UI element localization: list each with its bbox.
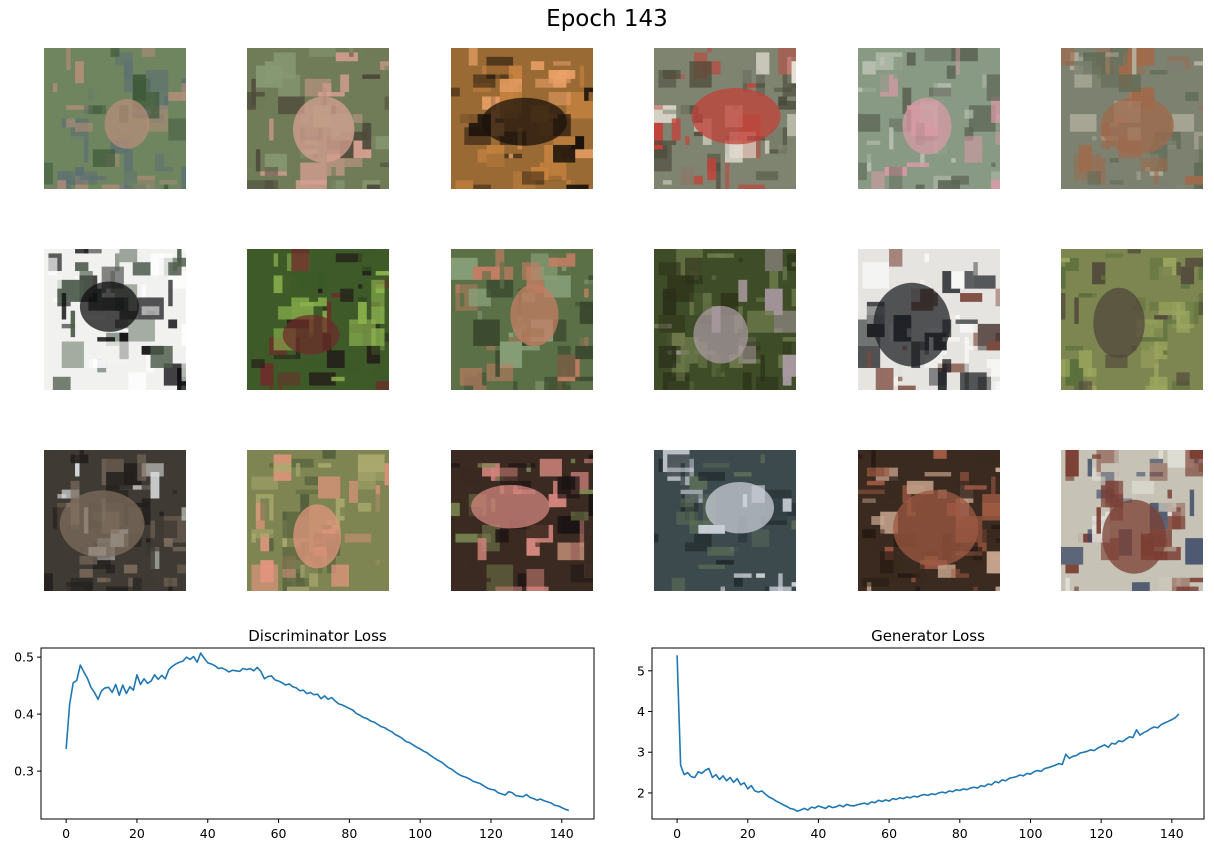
x-tick-label: 20	[129, 826, 145, 841]
x-tick-label: 140	[550, 826, 574, 841]
y-tick-label: 3	[637, 745, 645, 760]
generated-sample-image	[1061, 249, 1203, 390]
generated-sample-image	[451, 249, 593, 390]
y-tick-label: 0.5	[14, 650, 34, 665]
y-tick-label: 2	[637, 785, 645, 800]
plot-frame	[651, 647, 1205, 820]
generated-sample-image	[858, 249, 1000, 390]
x-tick-label: 100	[408, 826, 432, 841]
generated-sample-image	[44, 450, 186, 591]
generated-sample-image	[858, 450, 1000, 591]
x-tick-label: 100	[1019, 826, 1043, 841]
generator-loss-title: Generator Loss	[871, 627, 985, 645]
generated-sample-image	[858, 48, 1000, 189]
figure-title: Epoch 143	[546, 6, 668, 32]
plot-frame	[40, 647, 595, 820]
x-tick-label: 0	[673, 826, 681, 841]
generated-sample-image	[451, 48, 593, 189]
generated-sample-image	[44, 48, 186, 189]
x-tick-label: 80	[341, 826, 357, 841]
generated-sample-image	[654, 48, 796, 189]
generated-sample-image	[44, 249, 186, 390]
generated-sample-image	[1061, 450, 1203, 591]
generated-sample-image	[247, 249, 389, 390]
x-tick-label: 60	[881, 826, 897, 841]
generated-sample-image	[654, 450, 796, 591]
generated-sample-image	[247, 48, 389, 189]
x-tick-label: 120	[479, 826, 503, 841]
x-tick-label: 40	[810, 826, 826, 841]
generated-sample-image	[451, 450, 593, 591]
x-tick-label: 0	[62, 826, 70, 841]
x-tick-label: 80	[952, 826, 968, 841]
y-tick-label: 5	[637, 663, 645, 678]
generated-sample-image	[247, 450, 389, 591]
x-tick-label: 140	[1160, 826, 1184, 841]
x-tick-label: 40	[200, 826, 216, 841]
generated-sample-image	[1061, 48, 1203, 189]
discriminator-loss-title: Discriminator Loss	[248, 627, 387, 645]
x-tick-label: 60	[271, 826, 287, 841]
loss-series-line	[676, 655, 1180, 813]
y-tick-label: 0.4	[14, 707, 34, 722]
x-tick-label: 120	[1089, 826, 1113, 841]
generated-sample-image	[654, 249, 796, 390]
y-tick-label: 4	[637, 704, 645, 719]
loss-series-line	[65, 652, 570, 812]
y-tick-label: 0.3	[14, 764, 34, 779]
x-tick-label: 20	[740, 826, 756, 841]
